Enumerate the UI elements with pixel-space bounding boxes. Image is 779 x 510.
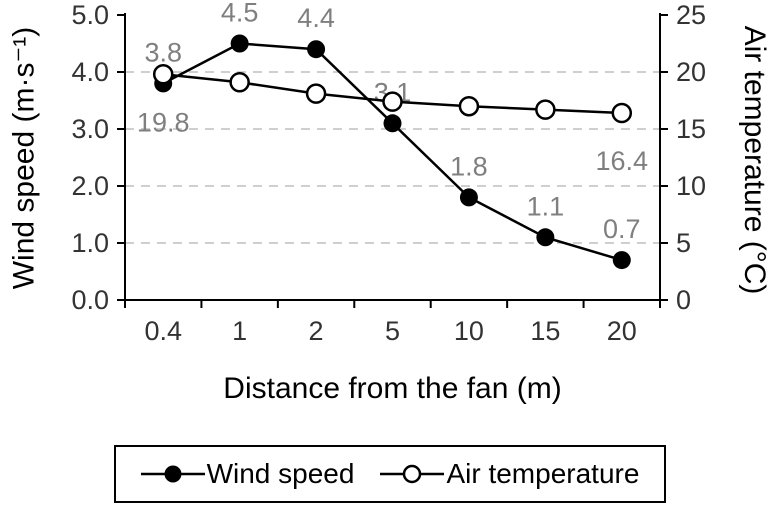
y-right-tick-label: 0: [676, 285, 691, 315]
air-temperature-data-label: 16.4: [596, 146, 649, 176]
wind-speed-data-label: 4.4: [297, 3, 335, 33]
wind-speed-data-label: 1.8: [450, 151, 488, 181]
legend-label-air-temperature: Air temperature: [446, 458, 640, 489]
legend-item-air-temperature: Air temperature: [380, 458, 639, 490]
right-axis-title: Air temperature (°C): [738, 25, 771, 295]
air-temperature-marker: [305, 83, 327, 104]
wind-speed-data-label: 1.1: [527, 191, 565, 221]
x-tick-label: 5: [385, 316, 400, 346]
y-left-tick-label: 4.0: [71, 57, 109, 87]
y-right-tick-label: 25: [676, 0, 706, 30]
x-tick-label: 20: [607, 316, 637, 346]
wind-speed-marker: [383, 114, 402, 133]
wind-speed-data-label: 4.5: [221, 0, 259, 28]
air-temperature-marker: [611, 102, 633, 124]
x-tick-label: 10: [454, 316, 484, 346]
air-temperature-marker: [152, 64, 174, 85]
open-circle-marker-icon: [380, 464, 445, 484]
y-left-tick-label: 2.0: [71, 171, 109, 201]
wind-speed-data-label: 0.7: [603, 214, 641, 244]
y-left-tick-label: 3.0: [71, 114, 109, 144]
air-temperature-marker: [458, 95, 480, 117]
wind-speed-marker: [612, 251, 631, 270]
wind-speed-marker: [230, 34, 249, 53]
y-right-tick-label: 15: [676, 114, 706, 144]
legend-label-wind-speed: Wind speed: [206, 458, 355, 489]
wind-speed-data-label: 3.8: [144, 37, 182, 67]
x-tick-label: 0.4: [144, 316, 182, 346]
air-temperature-marker: [229, 72, 250, 93]
x-tick-label: 1: [232, 316, 247, 346]
filled-circle-marker-icon: [140, 465, 205, 483]
x-tick-label: 2: [309, 316, 324, 346]
wind-speed-marker: [459, 188, 478, 207]
x-axis-title: Distance from the fan (m): [223, 372, 562, 405]
y-right-tick-label: 10: [676, 171, 706, 201]
y-right-tick-label: 5: [676, 228, 691, 258]
legend-item-wind-speed: Wind speed: [140, 458, 355, 490]
air-temperature-marker: [382, 91, 403, 112]
air-temperature-data-label: 19.8: [137, 107, 190, 137]
y-left-tick-label: 0.0: [71, 285, 109, 315]
wind-speed-marker: [307, 40, 326, 59]
wind-speed-marker: [536, 228, 555, 247]
left-axis-title: Wind speed (m·s⁻¹): [7, 26, 41, 290]
x-tick-label: 15: [530, 316, 560, 346]
y-left-tick-label: 1.0: [71, 228, 109, 258]
y-left-tick-label: 5.0: [71, 0, 109, 30]
y-right-tick-label: 20: [676, 57, 706, 87]
air-temperature-marker: [535, 99, 556, 120]
legend: Wind speed Air temperature: [114, 445, 666, 503]
